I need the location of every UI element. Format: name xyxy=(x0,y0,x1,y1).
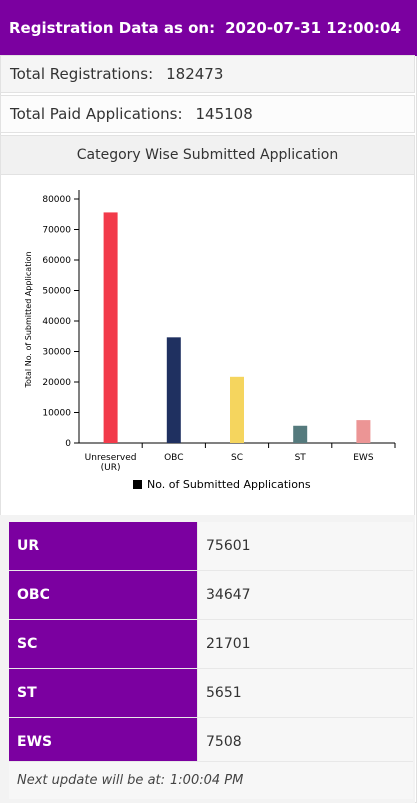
category-key: ST xyxy=(9,669,197,717)
category-value: 21701 xyxy=(197,620,413,668)
x-tick-label: OBC xyxy=(164,453,183,463)
legend-label: No. of Submitted Applications xyxy=(147,478,311,491)
y-tick-label: 50000 xyxy=(42,287,71,297)
category-value: 7508 xyxy=(197,718,413,766)
bar xyxy=(356,420,371,443)
category-key: EWS xyxy=(9,718,197,766)
chart-section-title: Category Wise Submitted Application xyxy=(0,135,415,175)
x-tick-label: (UR) xyxy=(101,463,121,473)
x-tick-label: Unreserved xyxy=(85,453,137,463)
y-tick-label: 60000 xyxy=(42,256,71,266)
category-key: OBC xyxy=(9,571,197,619)
table-row: UR 75601 xyxy=(9,522,413,571)
category-value: 34647 xyxy=(197,571,413,619)
x-tick-label: SC xyxy=(231,453,243,463)
y-tick-label: 10000 xyxy=(42,409,71,419)
category-value: 75601 xyxy=(197,522,413,570)
table-row: OBC 34647 xyxy=(9,571,413,620)
bar xyxy=(293,425,308,443)
bar-chart: 0 10000 20000 30000 40000 50000 60000 70000 8000… xyxy=(24,190,396,491)
y-tick-label: 40000 xyxy=(42,317,71,327)
category-value: 5651 xyxy=(197,669,413,717)
category-table: UR 75601 OBC 34647 SC 21701 ST 5651 EWS 7508 xyxy=(9,522,413,767)
y-tick-label: 0 xyxy=(65,439,71,449)
y-axis-label: Total No. of Submitted Application xyxy=(24,251,33,388)
legend-swatch xyxy=(133,480,142,489)
y-tick-label: 70000 xyxy=(42,226,71,236)
next-update-footer: Next update will be at: 1:00:04 PM xyxy=(9,761,413,799)
bar xyxy=(166,337,181,443)
y-tick-label: 80000 xyxy=(42,195,71,205)
registration-header: Registration Data as on: 2020-07-31 12:0… xyxy=(0,0,417,56)
category-table-section: UR 75601 OBC 34647 SC 21701 ST 5651 EWS 7508 xyxy=(0,515,415,803)
total-registrations-label: Total Registrations: xyxy=(10,65,154,83)
total-paid-label: Total Paid Applications: xyxy=(10,105,183,123)
total-registrations-row: Total Registrations: 182473 xyxy=(0,55,415,93)
bar xyxy=(103,212,118,443)
table-row: SC 21701 xyxy=(9,620,413,669)
category-key: SC xyxy=(9,620,197,668)
x-tick-label: EWS xyxy=(353,453,374,463)
bar xyxy=(230,376,244,443)
header-datetime: 2020-07-31 12:00:04 xyxy=(225,19,401,37)
table-row: EWS 7508 xyxy=(9,718,413,767)
total-paid-value: 145108 xyxy=(195,105,253,123)
category-key: UR xyxy=(9,522,197,570)
table-row: ST 5651 xyxy=(9,669,413,718)
next-update-time: 1:00:04 PM xyxy=(170,773,244,788)
y-tick-label: 20000 xyxy=(42,378,71,388)
total-registrations-value: 182473 xyxy=(166,65,224,83)
next-update-label: Next update will be at: xyxy=(17,773,166,788)
x-tick-label: ST xyxy=(295,453,307,463)
y-tick-label: 30000 xyxy=(42,348,71,358)
chart-container: 0 10000 20000 30000 40000 50000 60000 70000 8000… xyxy=(0,175,415,515)
total-paid-row: Total Paid Applications: 145108 xyxy=(0,95,415,133)
header-label: Registration Data as on: xyxy=(9,19,216,37)
